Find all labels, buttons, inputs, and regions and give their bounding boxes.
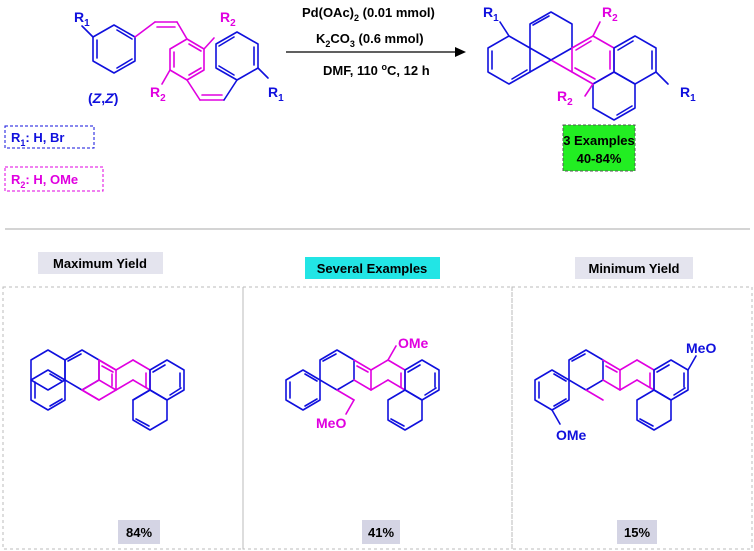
svg-text:Minimum Yield: Minimum Yield [588, 261, 679, 276]
r1-definition: R1: H, Br [4, 125, 95, 149]
svg-text:R2: R2 [150, 84, 166, 104]
svg-text:R1: R1 [680, 84, 696, 104]
svg-text:40-84%: 40-84% [577, 151, 622, 166]
svg-text:R2: R2 [602, 4, 618, 24]
structure-several-examples: OMe MeO [285, 335, 440, 431]
substituent-label: OMe [398, 335, 429, 351]
summary-badge: 3 Examples 40-84% [562, 124, 636, 172]
yield-badge-maximum: 84% [118, 520, 160, 544]
arrow-head-icon [455, 47, 466, 57]
product-structure: R1 R2 R2 R1 [483, 4, 696, 121]
stereo-label: (Z,Z) [88, 90, 118, 106]
panel-title-maximum: Maximum Yield [38, 252, 163, 274]
structure-minimum-yield: MeO OMe [534, 340, 716, 443]
svg-text:K2CO3 (0.6 mmol): K2CO3 (0.6 mmol) [316, 31, 424, 49]
svg-text:Pd(OAc)2 (0.01 mmol): Pd(OAc)2 (0.01 mmol) [302, 5, 435, 23]
substituent-label: OMe [556, 427, 587, 443]
svg-text:DMF, 110 oC, 12 h: DMF, 110 oC, 12 h [323, 62, 430, 78]
svg-text:R2: R2 [557, 88, 573, 108]
panel-title-several: Several Examples [305, 257, 440, 279]
svg-text:Maximum Yield: Maximum Yield [53, 256, 147, 271]
svg-text:Several Examples: Several Examples [317, 261, 428, 276]
yield-badge-minimum: 15% [617, 520, 657, 544]
r2-definition: R2: H, OMe [4, 166, 104, 192]
svg-text:R1: H, Br: R1: H, Br [11, 130, 64, 148]
substituent-label: MeO [686, 340, 716, 356]
panel-frames [2, 286, 753, 550]
svg-text:R2: H, OMe: R2: H, OMe [11, 172, 78, 190]
svg-text:41%: 41% [368, 525, 394, 540]
svg-text:R1: R1 [483, 4, 499, 24]
svg-text:84%: 84% [126, 525, 152, 540]
panel-title-minimum: Minimum Yield [575, 257, 693, 279]
svg-text:3 Examples: 3 Examples [563, 133, 635, 148]
structure-maximum-yield [30, 349, 185, 431]
svg-text:R2: R2 [220, 9, 236, 29]
starting-material: R1 R2 R2 R1 (Z,Z) [74, 9, 284, 106]
reaction-conditions: Pd(OAc)2 (0.01 mmol) K2CO3 (0.6 mmol) DM… [286, 5, 466, 78]
svg-text:R1: R1 [74, 9, 90, 29]
svg-text:15%: 15% [624, 525, 650, 540]
yield-badge-several: 41% [362, 520, 400, 544]
svg-text:R1: R1 [268, 84, 284, 104]
substituent-label: MeO [316, 415, 346, 431]
